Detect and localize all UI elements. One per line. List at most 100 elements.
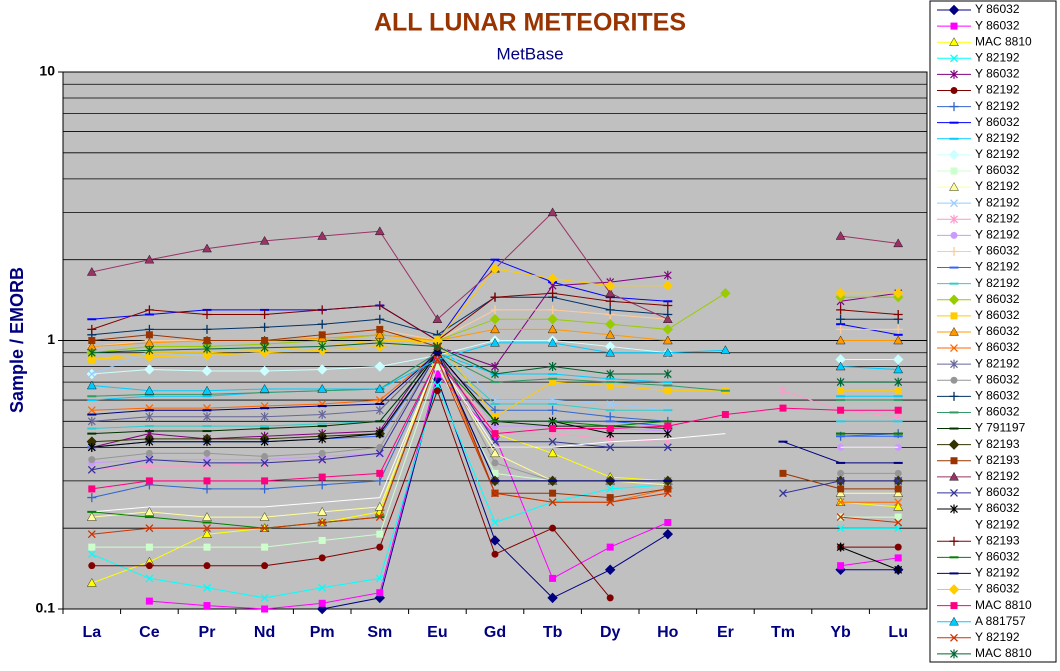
x-tick-label: Dy: [600, 624, 621, 641]
marker: [202, 529, 212, 538]
marker: [87, 406, 96, 415]
marker: [663, 369, 672, 379]
marker: [203, 344, 211, 354]
marker: [950, 457, 958, 465]
marker: [433, 387, 441, 395]
marker: [87, 324, 97, 334]
marker: [662, 347, 673, 357]
marker: [893, 309, 903, 319]
series: [88, 325, 902, 502]
marker: [316, 364, 328, 375]
x-tick-label: Pm: [310, 624, 335, 641]
marker: [145, 562, 153, 570]
marker: [662, 324, 674, 335]
legend-label: Y 82192: [975, 147, 1020, 161]
legend-label: Y 86032: [975, 163, 1020, 177]
marker: [835, 288, 846, 299]
marker: [375, 405, 384, 415]
marker: [949, 616, 959, 626]
legend-label: Y 82192: [975, 469, 1020, 483]
marker: [261, 605, 269, 613]
marker: [491, 422, 499, 430]
marker: [836, 324, 846, 334]
marker: [779, 469, 787, 477]
legend-label: Y 86032: [975, 405, 1020, 419]
series-line: [91, 340, 899, 418]
marker: [376, 530, 384, 538]
marker: [88, 543, 96, 551]
legend-label: Y 82192: [975, 179, 1020, 193]
marker: [491, 550, 499, 558]
marker: [548, 288, 558, 298]
marker: [837, 469, 845, 477]
legend-label: Y 82192: [975, 99, 1020, 113]
marker: [203, 524, 211, 533]
legend-label: Y 82193: [975, 453, 1020, 467]
marker: [317, 480, 327, 490]
marker: [950, 376, 958, 384]
marker: [836, 305, 846, 315]
marker: [203, 562, 211, 570]
marker: [949, 327, 959, 336]
marker: [376, 543, 384, 551]
marker: [663, 443, 672, 452]
legend-label: Y 86032: [975, 501, 1020, 515]
legend-label: Y 82192: [975, 356, 1020, 370]
marker: [202, 385, 212, 395]
marker: [547, 314, 558, 325]
marker: [376, 589, 384, 597]
marker: [260, 343, 269, 353]
x-tick-label: La: [82, 624, 101, 641]
marker: [490, 448, 500, 458]
marker: [317, 231, 328, 240]
marker: [261, 337, 269, 344]
marker: [548, 362, 557, 372]
marker: [950, 214, 958, 224]
marker: [201, 365, 213, 377]
legend-label: Y 82192: [975, 260, 1020, 274]
legend-label: Y 82192: [975, 630, 1020, 644]
marker: [949, 182, 959, 191]
marker: [433, 370, 441, 378]
marker: [86, 380, 97, 390]
legend-label: MAC 8810: [975, 646, 1032, 660]
marker: [261, 477, 269, 485]
marker: [836, 524, 845, 533]
marker: [260, 437, 269, 447]
marker: [892, 354, 904, 365]
legend-label: MAC 8810: [975, 598, 1032, 612]
marker: [894, 518, 903, 527]
series-line: [91, 342, 899, 392]
marker: [318, 518, 327, 527]
marker: [86, 267, 97, 276]
marker: [605, 329, 616, 339]
legend-label: Y 86032: [975, 340, 1020, 354]
marker: [950, 231, 958, 239]
marker: [318, 473, 326, 481]
marker: [894, 387, 902, 395]
marker: [318, 554, 326, 562]
marker: [892, 288, 904, 299]
marker: [662, 528, 674, 540]
marker: [375, 513, 384, 522]
legend-label: Y 82192: [975, 131, 1020, 145]
marker: [950, 54, 958, 63]
marker: [491, 489, 499, 498]
marker: [894, 513, 902, 521]
marker: [664, 518, 672, 526]
marker: [375, 449, 384, 458]
marker: [145, 543, 153, 551]
marker: [836, 377, 845, 387]
marker: [260, 322, 270, 332]
marker: [260, 412, 269, 422]
marker: [664, 422, 672, 430]
marker: [203, 412, 211, 422]
x-tick-label: Tm: [771, 624, 795, 641]
marker: [948, 439, 960, 450]
marker: [779, 386, 787, 396]
marker: [948, 584, 960, 595]
marker: [663, 301, 673, 311]
marker: [893, 502, 904, 511]
marker: [549, 425, 557, 433]
marker: [433, 363, 441, 371]
